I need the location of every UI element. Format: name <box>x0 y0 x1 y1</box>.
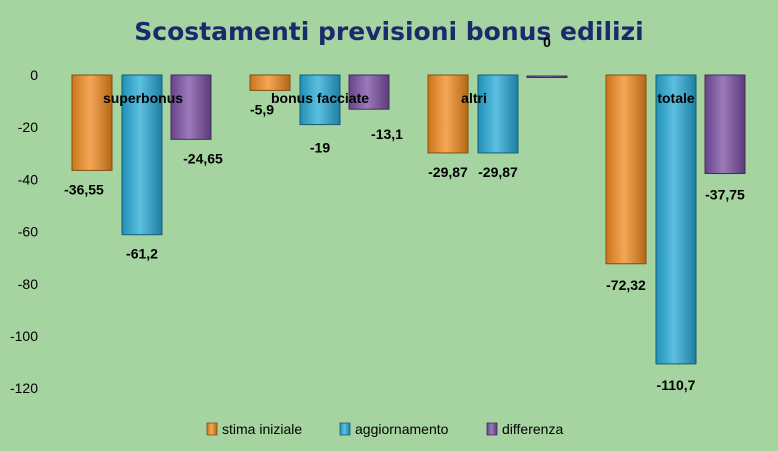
data-label-totale-stima-iniziale: -72,32 <box>606 277 646 293</box>
bar-bonus-facciate-differenza <box>348 74 390 110</box>
bar-bonus-facciate-stima-iniziale <box>249 74 291 91</box>
data-label-bonus-facciate-differenza: -13,1 <box>371 126 403 142</box>
legend-item-stima-iniziale: stima iniziale <box>206 421 302 437</box>
y-tick-label: -60 <box>18 224 38 240</box>
category-label-totale: totale <box>657 90 695 106</box>
legend-swatch-stima-iniziale <box>206 422 218 436</box>
data-label-totale-differenza: -37,75 <box>705 187 745 203</box>
y-tick-label: -80 <box>18 276 38 292</box>
bar-bonus-facciate-aggiornamento <box>299 74 341 126</box>
data-label-bonus-facciate-stima-iniziale: -5,9 <box>250 101 274 117</box>
bar-superbonus-aggiornamento <box>121 74 163 236</box>
legend-item-differenza: differenza <box>486 421 563 437</box>
bar-totale-differenza <box>704 74 746 175</box>
legend-swatch-differenza <box>486 422 498 436</box>
y-tick-label: -40 <box>18 171 38 187</box>
category-label-altri: altri <box>461 90 487 106</box>
data-label-superbonus-stima-iniziale: -36,55 <box>64 181 104 197</box>
data-label-superbonus-aggiornamento: -61,2 <box>126 246 158 262</box>
category-label-superbonus: superbonus <box>103 90 183 106</box>
data-label-altri-stima-iniziale: -29,87 <box>428 164 468 180</box>
legend-item-aggiornamento: aggiornamento <box>339 421 449 437</box>
bar-superbonus-stima-iniziale <box>71 74 113 171</box>
data-label-bonus-facciate-aggiornamento: -19 <box>310 140 330 156</box>
bar-totale-stima-iniziale <box>605 74 647 265</box>
data-label-totale-aggiornamento: -110,7 <box>657 377 696 393</box>
data-label-superbonus-differenza: -24,65 <box>183 150 223 166</box>
legend: stima iniziale aggiornamento differenza <box>206 421 563 437</box>
data-label-altri-aggiornamento: -29,87 <box>478 164 518 180</box>
legend-label-stima-iniziale: stima iniziale <box>222 421 302 437</box>
y-tick-label: 0 <box>30 67 38 83</box>
legend-swatch-aggiornamento <box>339 422 351 436</box>
legend-label-differenza: differenza <box>502 421 563 437</box>
bar-altri-aggiornamento <box>477 74 519 154</box>
bar-superbonus-differenza <box>170 74 212 140</box>
chart-title: Scostamenti previsioni bonus edilizi <box>134 17 643 46</box>
bar-totale-aggiornamento <box>655 74 697 365</box>
y-tick-label: -20 <box>18 119 38 135</box>
legend-label-aggiornamento: aggiornamento <box>355 421 449 437</box>
y-tick-label: -120 <box>10 380 38 396</box>
bars-group <box>71 74 746 365</box>
data-label-altri-differenza: 0 <box>543 34 551 50</box>
y-axis: 0 -20 -40 -60 -80 -100 -120 <box>10 67 38 396</box>
bar-altri-differenza <box>526 75 568 78</box>
category-label-bonus-facciate: bonus facciate <box>271 90 369 106</box>
y-tick-label: -100 <box>10 328 38 344</box>
bar-altri-stima-iniziale <box>427 74 469 154</box>
data-labels: -36,55 -61,2 -24,65 -5,9 -19 -13,1 -29,87 -29,8… <box>64 34 745 393</box>
category-labels: superbonus bonus facciate altri totale <box>103 90 695 106</box>
